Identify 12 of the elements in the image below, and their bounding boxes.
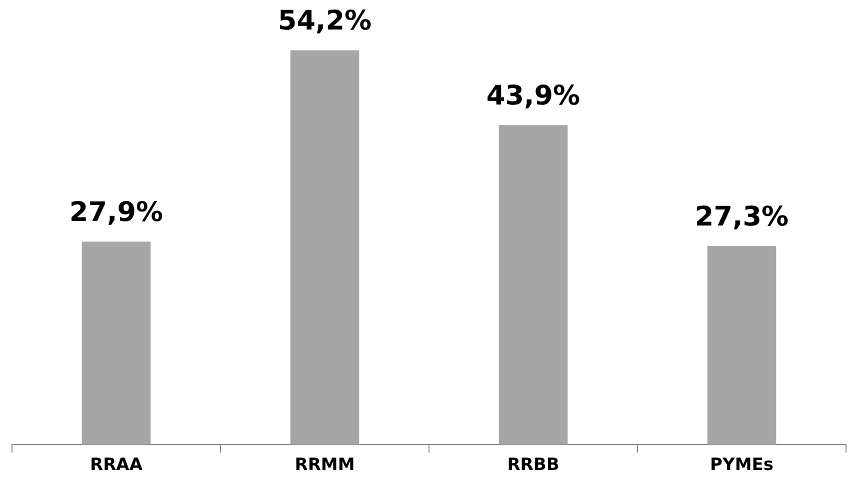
bar — [82, 242, 151, 445]
bar — [707, 246, 776, 445]
x-tick-label: RRAA — [90, 455, 144, 476]
data-label: 27,3% — [694, 201, 789, 232]
bar — [498, 125, 568, 445]
data-label: 54,2% — [278, 6, 372, 37]
data-label: 43,9% — [486, 80, 580, 112]
data-label: 27,9% — [69, 197, 164, 228]
x-tick-label: RRBB — [507, 455, 560, 476]
x-tick-label: PYMEs — [710, 455, 774, 476]
x-tick-label: RRMM — [294, 455, 355, 476]
bar — [290, 50, 360, 445]
